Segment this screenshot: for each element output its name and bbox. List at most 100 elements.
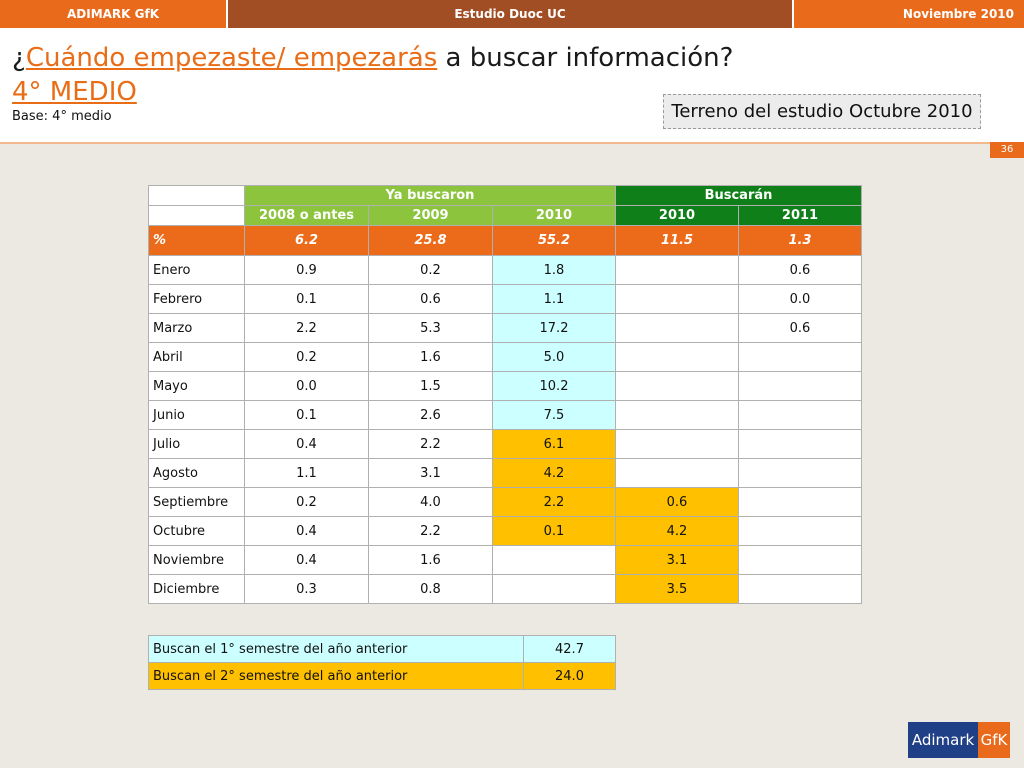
value-cell — [738, 429, 862, 459]
title-prefix: ¿ — [12, 43, 26, 73]
value-cell — [492, 545, 616, 575]
value-cell: 1.6 — [368, 545, 493, 575]
value-cell — [738, 516, 862, 546]
month-rows: Enero 0.9 0.2 1.8 0.6 Febrero 0.1 0.6 1.1 0.0 Marz… — [148, 255, 862, 604]
percent-row: % 6.2 25.8 55.2 11.5 1.3 — [148, 225, 862, 256]
value-cell — [492, 574, 616, 604]
column-header: 2008 o antes — [244, 205, 369, 226]
logo-gfk: GfK — [978, 722, 1010, 758]
month-label: Mayo — [148, 371, 245, 401]
fieldwork-box: Terreno del estudio Octubre 2010 — [663, 94, 981, 129]
value-cell: 5.0 — [492, 342, 616, 372]
value-cell: 7.5 — [492, 400, 616, 430]
column-header: 2011 — [738, 205, 862, 226]
header-blank-cell — [148, 185, 245, 206]
value-cell: 6.1 — [492, 429, 616, 459]
value-cell: 0.2 — [244, 342, 369, 372]
percent-cell: 1.3 — [738, 225, 862, 256]
table-row: Septiembre 0.2 4.0 2.2 0.6 — [148, 487, 862, 517]
value-cell: 1.6 — [368, 342, 493, 372]
value-cell — [738, 574, 862, 604]
value-cell: 17.2 — [492, 313, 616, 343]
table-row: Abril 0.2 1.6 5.0 — [148, 342, 862, 372]
value-cell — [615, 371, 739, 401]
value-cell: 5.3 — [368, 313, 493, 343]
logo-adimark: Adimark — [908, 722, 978, 758]
column-header: 2009 — [368, 205, 493, 226]
month-label: Agosto — [148, 458, 245, 488]
percent-cell: 11.5 — [615, 225, 739, 256]
value-cell — [738, 400, 862, 430]
table-row: Octubre 0.4 2.2 0.1 4.2 — [148, 516, 862, 546]
value-cell — [738, 371, 862, 401]
value-cell — [615, 400, 739, 430]
value-cell: 0.4 — [244, 516, 369, 546]
percent-cell: 6.2 — [244, 225, 369, 256]
value-cell: 3.1 — [368, 458, 493, 488]
month-label: Febrero — [148, 284, 245, 314]
value-cell: 2.2 — [244, 313, 369, 343]
value-cell: 0.1 — [244, 400, 369, 430]
value-cell — [615, 255, 739, 285]
value-cell — [615, 429, 739, 459]
month-label: Junio — [148, 400, 245, 430]
group-header-buscaran: Buscarán — [615, 185, 862, 206]
value-cell — [615, 458, 739, 488]
table-row: Julio 0.4 2.2 6.1 — [148, 429, 862, 459]
group-header-ya-buscaron: Ya buscaron — [244, 185, 616, 206]
value-cell: 0.2 — [244, 487, 369, 517]
report-date: Noviembre 2010 — [794, 0, 1024, 28]
month-label: Noviembre — [148, 545, 245, 575]
group-header-row: Ya buscaron Buscarán — [148, 185, 862, 206]
summary-row: Buscan el 1° semestre del año anterior 4… — [148, 635, 616, 663]
month-label: Marzo — [148, 313, 245, 343]
value-cell — [615, 342, 739, 372]
summary-table: Buscan el 1° semestre del año anterior 4… — [148, 635, 616, 690]
value-cell — [615, 284, 739, 314]
percent-cell: 55.2 — [492, 225, 616, 256]
value-cell: 0.6 — [738, 255, 862, 285]
month-label: Diciembre — [148, 574, 245, 604]
table-row: Agosto 1.1 3.1 4.2 — [148, 458, 862, 488]
value-cell: 2.6 — [368, 400, 493, 430]
table-row: Junio 0.1 2.6 7.5 — [148, 400, 862, 430]
title-rest: a buscar información? — [437, 43, 734, 73]
value-cell: 1.5 — [368, 371, 493, 401]
slide-subtitle: 4° MEDIO — [12, 77, 137, 107]
value-cell: 0.4 — [244, 429, 369, 459]
value-cell: 1.1 — [244, 458, 369, 488]
month-label: Octubre — [148, 516, 245, 546]
value-cell: 0.6 — [615, 487, 739, 517]
table-row: Diciembre 0.3 0.8 3.5 — [148, 574, 862, 604]
slide-title: ¿Cuándo empezaste/ empezarás a buscar in… — [12, 43, 733, 73]
month-label: Julio — [148, 429, 245, 459]
table-row: Mayo 0.0 1.5 10.2 — [148, 371, 862, 401]
value-cell: 4.2 — [492, 458, 616, 488]
month-label: Abril — [148, 342, 245, 372]
value-cell: 0.4 — [244, 545, 369, 575]
percent-label: % — [148, 225, 245, 256]
summary-label: Buscan el 2° semestre del año anterior — [148, 662, 524, 690]
value-cell — [738, 342, 862, 372]
header-blank-cell — [148, 205, 245, 226]
top-bar: ADIMARK GfK Estudio Duoc UC Noviembre 20… — [0, 0, 1024, 28]
adimark-gfk-logo: Adimark GfK — [908, 722, 1010, 758]
summary-value: 42.7 — [523, 635, 616, 663]
value-cell: 2.2 — [492, 487, 616, 517]
value-cell: 0.1 — [244, 284, 369, 314]
value-cell: 0.3 — [244, 574, 369, 604]
table-row: Marzo 2.2 5.3 17.2 0.6 — [148, 313, 862, 343]
summary-row: Buscan el 2° semestre del año anterior 2… — [148, 662, 616, 690]
value-cell: 0.0 — [738, 284, 862, 314]
value-cell: 2.2 — [368, 516, 493, 546]
slide-header: ¿Cuándo empezaste/ empezarás a buscar in… — [0, 28, 1024, 144]
table-row: Febrero 0.1 0.6 1.1 0.0 — [148, 284, 862, 314]
value-cell: 0.0 — [244, 371, 369, 401]
value-cell: 0.6 — [738, 313, 862, 343]
value-cell: 0.8 — [368, 574, 493, 604]
table-row: Noviembre 0.4 1.6 3.1 — [148, 545, 862, 575]
title-highlight: Cuándo empezaste/ empezarás — [25, 43, 438, 73]
value-cell: 3.5 — [615, 574, 739, 604]
value-cell: 3.1 — [615, 545, 739, 575]
value-cell — [738, 458, 862, 488]
